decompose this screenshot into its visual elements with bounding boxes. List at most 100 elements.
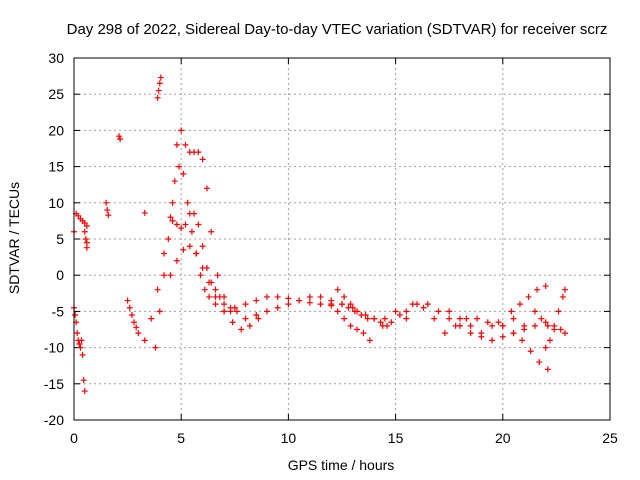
data-point	[182, 221, 189, 228]
data-point	[180, 170, 187, 177]
data-point	[176, 163, 183, 170]
data-point	[154, 286, 161, 293]
data-point	[542, 319, 549, 326]
data-point	[81, 388, 88, 395]
x-axis-label: GPS time / hours	[288, 457, 395, 473]
data-point	[246, 322, 253, 329]
data-point	[131, 319, 138, 326]
data-point	[180, 246, 187, 253]
x-tick-label: 10	[281, 430, 297, 446]
data-point	[384, 322, 391, 329]
data-point	[420, 304, 427, 311]
data-point	[388, 319, 395, 326]
data-point	[542, 283, 549, 290]
data-point	[499, 322, 506, 329]
data-point	[334, 286, 341, 293]
y-tick-label: 30	[48, 50, 64, 66]
data-point	[499, 333, 506, 340]
series-seg-tail-b	[510, 330, 551, 373]
series-seg-rise-main	[141, 163, 219, 344]
data-point	[366, 337, 373, 344]
data-point	[551, 322, 558, 329]
data-point	[186, 243, 193, 250]
x-tick-label: 15	[388, 430, 404, 446]
data-point	[274, 293, 281, 300]
data-point	[155, 87, 162, 94]
data-point	[141, 337, 148, 344]
data-point	[489, 337, 496, 344]
series-seg-mid-loop	[169, 210, 240, 315]
data-point	[306, 299, 313, 306]
data-point	[206, 293, 213, 300]
data-point	[536, 359, 543, 366]
data-point	[72, 312, 79, 319]
data-point	[79, 351, 86, 358]
data-point	[403, 315, 410, 322]
series-seg-peak-27	[154, 74, 164, 101]
data-point	[403, 308, 410, 315]
data-point	[206, 279, 213, 286]
y-tick-label: 10	[48, 195, 64, 211]
data-point	[148, 315, 155, 322]
data-point	[521, 326, 528, 333]
data-point	[233, 308, 240, 315]
data-point	[510, 330, 517, 337]
data-point	[561, 286, 568, 293]
y-tick-label: 25	[48, 86, 64, 102]
y-axis-label: SDTVAR / TECUs	[6, 182, 22, 294]
data-point	[519, 337, 526, 344]
data-point	[182, 141, 189, 148]
data-point	[531, 308, 538, 315]
data-point	[546, 337, 553, 344]
data-point	[510, 315, 517, 322]
data-point	[152, 344, 159, 351]
data-point	[184, 199, 191, 206]
data-point	[133, 324, 140, 331]
data-point	[157, 74, 164, 81]
data-point	[195, 149, 202, 156]
data-point	[456, 315, 463, 322]
series-seg-tail-c	[531, 308, 568, 337]
series-seg-tail-a	[499, 283, 549, 329]
data-point	[214, 272, 221, 279]
y-tick-label: -5	[52, 303, 65, 319]
plot-frame	[73, 57, 611, 421]
data-point	[478, 333, 485, 340]
data-point	[371, 315, 378, 322]
series-seg-tail-d	[542, 286, 568, 351]
series-seg-band-b	[409, 301, 502, 337]
data-point	[527, 348, 534, 355]
data-point	[167, 214, 174, 221]
data-point	[199, 156, 206, 163]
data-point	[78, 337, 85, 344]
data-point	[495, 319, 502, 326]
data-point	[199, 264, 206, 271]
data-point	[104, 207, 111, 214]
data-point	[409, 301, 416, 308]
data-point	[446, 308, 453, 315]
data-point	[285, 301, 292, 308]
data-point	[154, 94, 161, 101]
data-point	[474, 315, 481, 322]
data-point	[229, 319, 236, 326]
data-point	[74, 330, 81, 337]
data-point	[557, 326, 564, 333]
series-seg-isolated-1	[103, 199, 112, 219]
data-point	[178, 127, 185, 134]
data-point	[76, 340, 83, 347]
data-point	[156, 308, 163, 315]
data-point	[173, 257, 180, 264]
data-point	[392, 308, 399, 315]
data-point	[441, 330, 448, 337]
data-point	[489, 322, 496, 329]
data-point	[274, 304, 281, 311]
data-point	[169, 199, 176, 206]
y-tick-label: 0	[56, 267, 64, 283]
data-point	[347, 322, 354, 329]
data-point	[561, 330, 568, 337]
data-point	[544, 322, 551, 329]
data-point	[317, 301, 324, 308]
data-point	[178, 225, 185, 232]
series-seg-plateau-b	[242, 293, 356, 322]
data-point	[161, 250, 168, 257]
